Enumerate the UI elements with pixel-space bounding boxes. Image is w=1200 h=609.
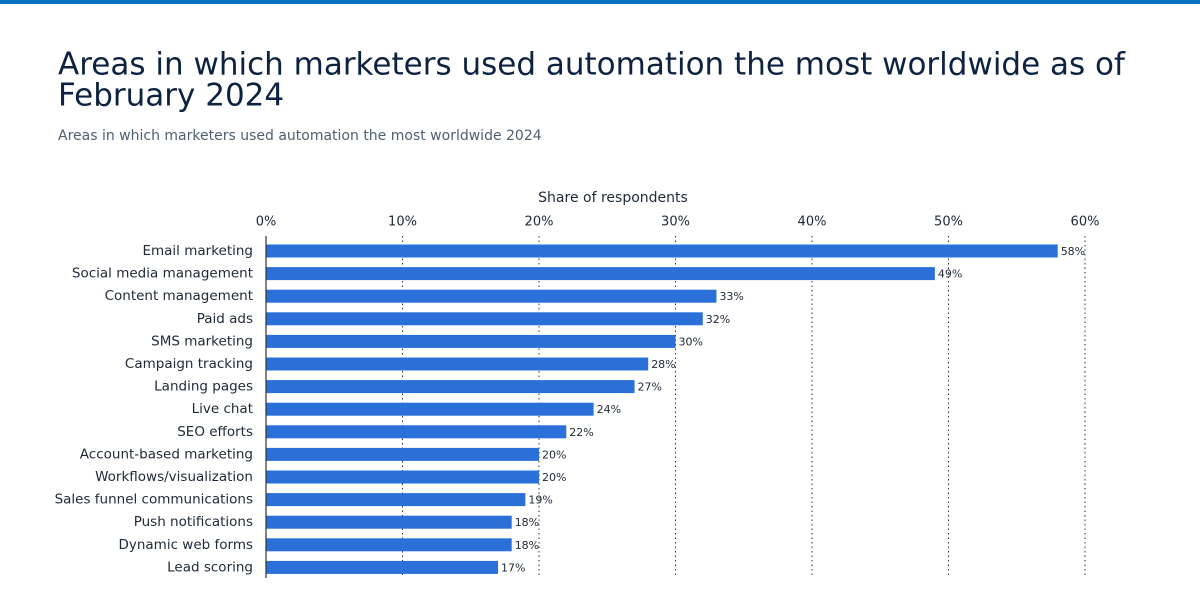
value-label: 30%	[679, 335, 703, 348]
x-tick-label: 0%	[256, 215, 277, 230]
category-label: Content management	[105, 288, 253, 304]
value-label: 49%	[938, 268, 962, 281]
bar	[266, 560, 499, 574]
category-label: Paid ads	[197, 311, 253, 327]
value-label: 20%	[542, 448, 566, 461]
value-label: 17%	[501, 561, 525, 574]
category-label: Push notifications	[134, 514, 253, 530]
value-label: 28%	[651, 358, 675, 371]
bar	[266, 357, 649, 371]
value-label: 19%	[528, 494, 552, 507]
bar	[266, 515, 512, 529]
bar	[266, 493, 526, 507]
top-bar	[0, 0, 1200, 4]
value-label: 33%	[719, 290, 743, 303]
bar	[266, 470, 539, 484]
category-label: SMS marketing	[151, 333, 253, 349]
category-label: SEO efforts	[177, 424, 253, 440]
value-label: 24%	[597, 403, 621, 416]
value-label: 32%	[706, 313, 730, 326]
value-label: 58%	[1061, 245, 1085, 258]
category-label: Live chat	[192, 401, 253, 417]
bar	[266, 447, 539, 461]
category-label: Social media management	[72, 266, 253, 282]
category-label: Workflows/visualization	[95, 469, 253, 485]
x-tick-label: 30%	[661, 215, 690, 230]
axis-title: Share of respondents	[538, 190, 688, 206]
category-label: Account-based marketing	[80, 446, 253, 462]
x-tick-label: 60%	[1071, 215, 1100, 230]
bar	[266, 312, 703, 326]
category-label: Email marketing	[142, 243, 253, 259]
category-label: Lead scoring	[167, 559, 253, 575]
category-label: Campaign tracking	[125, 356, 253, 372]
x-tick-label: 20%	[525, 215, 554, 230]
category-label: Dynamic web forms	[118, 537, 253, 553]
bar	[266, 380, 635, 394]
bar	[266, 334, 676, 348]
x-tick-label: 10%	[388, 215, 417, 230]
bar	[266, 538, 512, 552]
chart-title-line1: Areas in which marketers used automation…	[58, 47, 1126, 83]
value-label: 22%	[569, 426, 593, 439]
chart-title-line2: February 2024	[58, 78, 284, 114]
x-tick-label: 40%	[798, 215, 827, 230]
category-label: Sales funnel communications	[55, 492, 253, 508]
bar	[266, 267, 935, 281]
bar	[266, 425, 567, 439]
bar	[266, 244, 1058, 258]
value-label: 18%	[515, 539, 539, 552]
value-label: 27%	[638, 381, 662, 394]
x-tick-label: 50%	[934, 215, 963, 230]
category-label: Landing pages	[154, 379, 253, 395]
bar	[266, 402, 594, 416]
value-label: 18%	[515, 516, 539, 529]
value-label: 20%	[542, 471, 566, 484]
bar	[266, 289, 717, 303]
chart-subtitle: Areas in which marketers used automation…	[58, 128, 542, 144]
